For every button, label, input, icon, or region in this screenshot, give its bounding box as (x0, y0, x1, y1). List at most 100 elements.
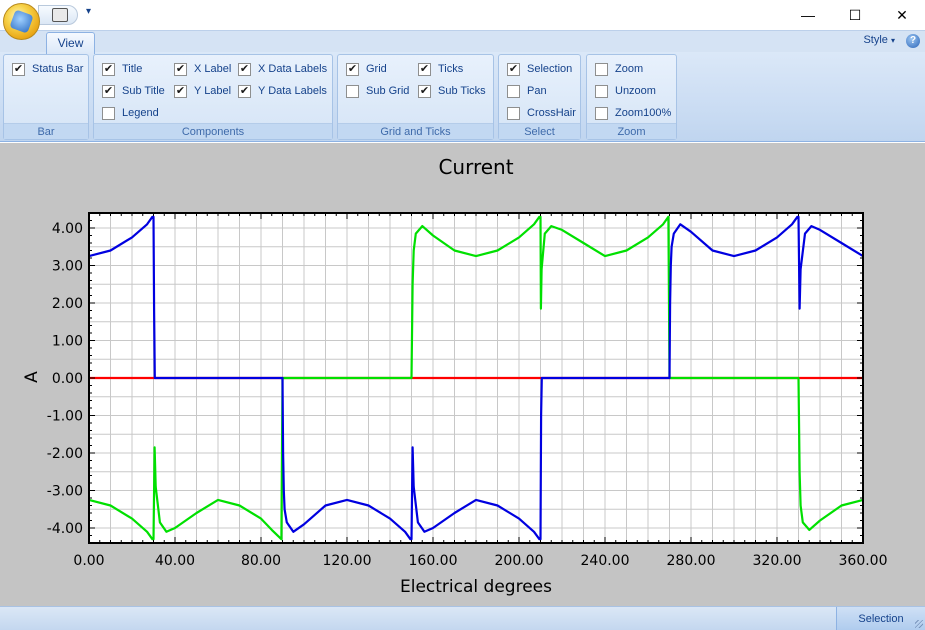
y-tick-label: 3.00 (52, 259, 83, 275)
group-zoom: Zoom Unzoom Zoom100% Zoom (586, 54, 677, 140)
style-menu[interactable]: Style ▾ (863, 34, 895, 46)
checkbox-label: Sub Grid (366, 85, 410, 97)
checkbox-crosshair[interactable]: CrossHair (507, 105, 576, 121)
close-button[interactable]: ✕ (896, 6, 908, 23)
checkbox-selection[interactable]: ✔ Selection (507, 61, 572, 77)
group-select: ✔ Selection Pan CrossHair Select (498, 54, 581, 140)
checkbox-box[interactable] (507, 106, 520, 120)
checkbox-label: Grid (366, 63, 387, 75)
y-axis-label: A (22, 371, 42, 383)
series-line-2 (88, 215, 864, 541)
checkbox-box[interactable]: ✔ (12, 62, 25, 76)
group-label: Bar (4, 123, 88, 139)
y-tick-label: 4.00 (52, 221, 83, 237)
group-label: Grid and Ticks (338, 123, 493, 139)
checkbox-x-data-labels[interactable]: ✔ X Data Labels (238, 61, 327, 77)
checkbox-label: Status Bar (32, 63, 84, 75)
x-tick-label: 40.00 (155, 553, 195, 569)
ribbon-panel: ✔ Status Bar Bar ✔ Title ✔ Sub Title Legend… (0, 52, 925, 142)
application-menu-button[interactable] (3, 3, 40, 40)
group-components: ✔ Title ✔ Sub Title Legend ✔ X Label ✔ Y Lab… (93, 54, 333, 140)
checkbox-pan[interactable]: Pan (507, 83, 547, 99)
y-tick-label: -4.00 (47, 521, 83, 537)
checkbox-box[interactable] (102, 106, 115, 120)
checkbox-status-bar[interactable]: ✔ Status Bar (12, 61, 83, 77)
checkbox-label: X Data Labels (258, 63, 328, 75)
print-icon[interactable] (52, 8, 68, 22)
x-tick-label: 80.00 (241, 553, 281, 569)
status-mode: Selection (836, 607, 925, 630)
x-tick-label: 360.00 (839, 553, 888, 569)
checkbox-zoom[interactable]: Zoom (595, 61, 643, 77)
checkbox-label: Sub Ticks (438, 85, 486, 97)
qat-customize-dropdown-icon[interactable]: ▾ (86, 6, 92, 17)
x-tick-label: 240.00 (581, 553, 630, 569)
group-bar: ✔ Status Bar Bar (3, 54, 89, 140)
minimize-button[interactable]: — (801, 7, 815, 23)
checkbox-box[interactable]: ✔ (346, 62, 359, 76)
checkbox-box[interactable] (595, 106, 608, 120)
x-tick-label: 280.00 (667, 553, 716, 569)
chart-canvas[interactable]: Current Electrical degrees A 0.00 40.00 80… (0, 143, 925, 606)
group-grid-and-ticks: ✔ Grid Sub Grid ✔ Ticks ✔ Sub Ticks Grid an… (337, 54, 494, 140)
app-logo-icon (9, 9, 34, 34)
checkbox-box[interactable]: ✔ (102, 84, 115, 98)
checkbox-y-label[interactable]: ✔ Y Label (174, 83, 231, 99)
help-icon[interactable]: ? (906, 34, 920, 48)
checkbox-sub-title[interactable]: ✔ Sub Title (102, 83, 165, 99)
checkbox-box[interactable]: ✔ (102, 62, 115, 76)
checkbox-box[interactable]: ✔ (418, 62, 431, 76)
checkbox-box[interactable]: ✔ (238, 62, 251, 76)
checkbox-box[interactable] (595, 62, 608, 76)
resize-grip-icon[interactable] (915, 620, 923, 628)
checkbox-label: Selection (527, 63, 573, 75)
checkbox-box[interactable]: ✔ (174, 62, 187, 76)
checkbox-label: Y Data Labels (258, 85, 327, 97)
checkbox-sub-grid[interactable]: Sub Grid (346, 83, 409, 99)
tab-view[interactable]: View (46, 32, 95, 54)
y-tick-label: 0.00 (52, 371, 83, 387)
checkbox-box[interactable] (507, 84, 520, 98)
checkbox-box[interactable]: ✔ (418, 84, 431, 98)
checkbox-sub-ticks[interactable]: ✔ Sub Ticks (418, 83, 486, 99)
y-tick-label: -3.00 (47, 484, 83, 500)
x-tick-label: 120.00 (323, 553, 372, 569)
checkbox-label: X Label (194, 63, 232, 75)
checkbox-label: Pan (527, 85, 547, 97)
y-tick-labels: 4.00 3.00 2.00 1.00 0.00 -1.00 -2.00 -3.00 -4.00 (47, 221, 83, 537)
y-tick-label: -2.00 (47, 446, 83, 462)
checkbox-unzoom[interactable]: Unzoom (595, 83, 656, 99)
x-tick-label: 320.00 (753, 553, 802, 569)
checkbox-title[interactable]: ✔ Title (102, 61, 142, 77)
checkbox-legend[interactable]: Legend (102, 105, 159, 121)
current-chart[interactable]: Current Electrical degrees A 0.00 40.00 80… (0, 143, 925, 606)
ribbon-tab-strip: View Style ▾ ? (0, 30, 925, 54)
chevron-down-icon: ▾ (890, 36, 895, 45)
chart-title: Current (438, 155, 513, 179)
y-tick-label: 2.00 (52, 296, 83, 312)
x-tick-label: 0.00 (73, 553, 104, 569)
checkbox-box[interactable] (346, 84, 359, 98)
checkbox-y-data-labels[interactable]: ✔ Y Data Labels (238, 83, 327, 99)
y-tick-label: -1.00 (47, 409, 83, 425)
checkbox-x-label[interactable]: ✔ X Label (174, 61, 231, 77)
series-line-3 (88, 215, 864, 541)
checkbox-box[interactable]: ✔ (238, 84, 251, 98)
checkbox-ticks[interactable]: ✔ Ticks (418, 61, 463, 77)
checkbox-label: Ticks (438, 63, 464, 75)
checkbox-label: Legend (122, 107, 159, 119)
checkbox-label: Zoom100% (615, 107, 672, 119)
checkbox-label: Zoom (615, 63, 644, 75)
x-tick-label: 200.00 (495, 553, 544, 569)
checkbox-box[interactable] (595, 84, 608, 98)
checkbox-box[interactable]: ✔ (174, 84, 187, 98)
group-label: Components (94, 123, 332, 139)
checkbox-zoom100[interactable]: Zoom100% (595, 105, 671, 121)
status-bar: Selection (0, 606, 925, 630)
checkbox-box[interactable]: ✔ (507, 62, 520, 76)
x-tick-label: 160.00 (409, 553, 458, 569)
maximize-button[interactable]: ☐ (848, 6, 862, 23)
quick-access-toolbar (38, 5, 78, 25)
checkbox-grid[interactable]: ✔ Grid (346, 61, 387, 77)
checkbox-label: Unzoom (615, 85, 656, 97)
